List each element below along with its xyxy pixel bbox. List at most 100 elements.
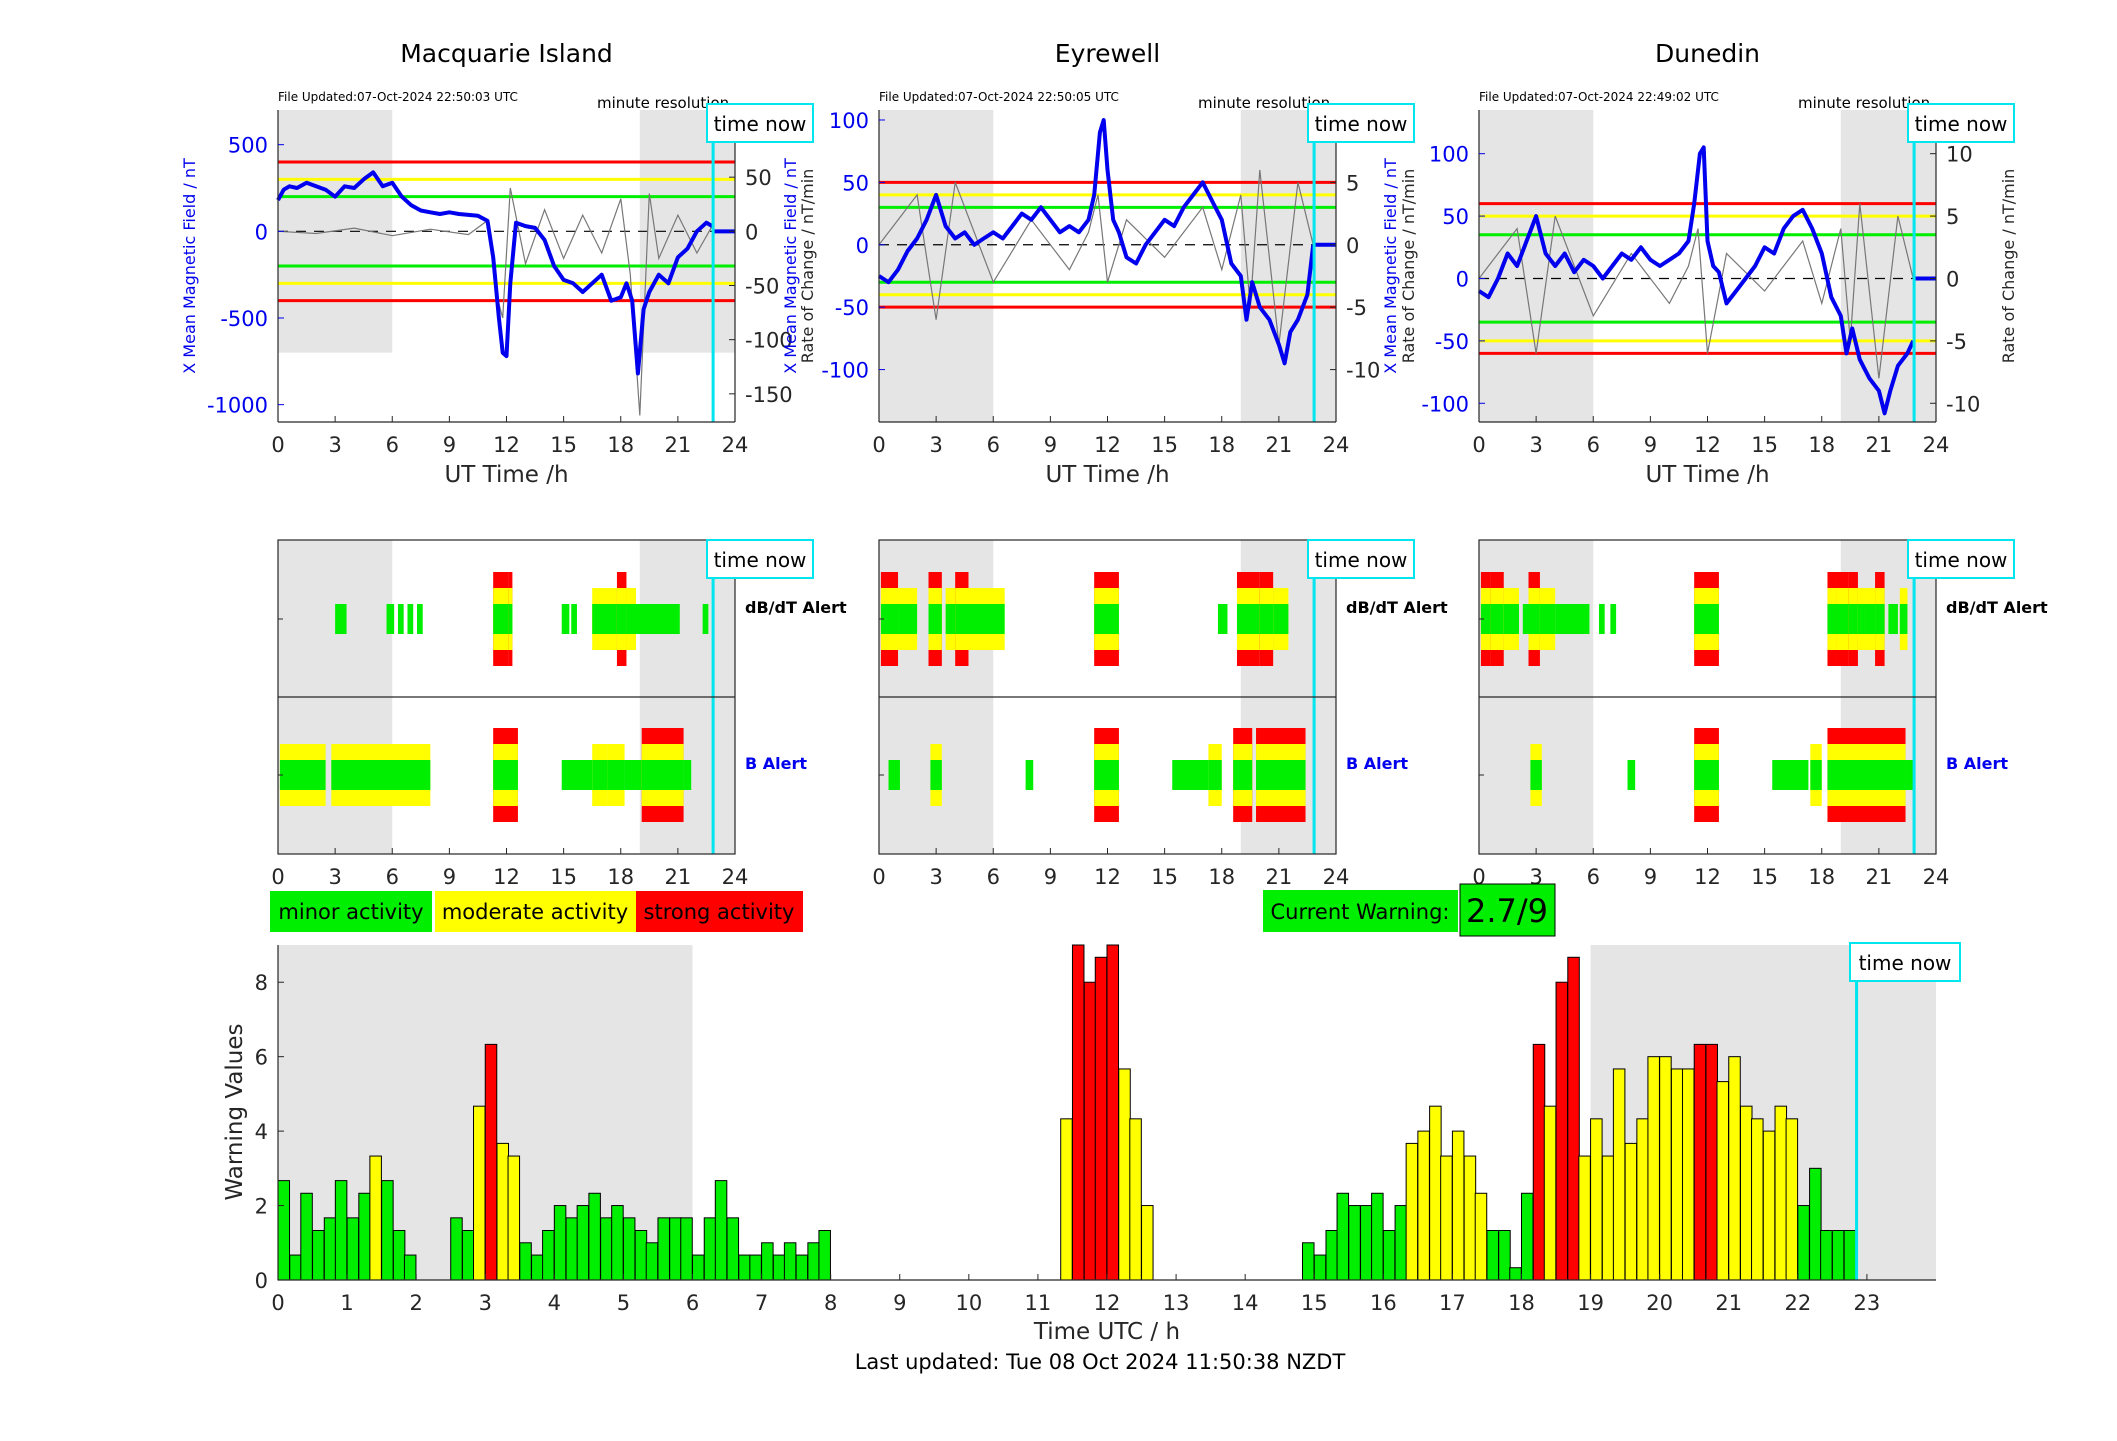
y-left-tick-label: 100: [1429, 143, 1469, 167]
y-right-axis-label: Rate of Change / nT/min: [1399, 169, 1418, 364]
x-tick-label: 6: [1587, 865, 1600, 889]
night-shading: [879, 110, 994, 422]
rate-of-change-line: [277, 187, 713, 416]
warning-bar-moderate: [1463, 1155, 1477, 1281]
warning-bar-moderate: [1543, 1105, 1557, 1281]
warning-bar-minor: [403, 1254, 417, 1281]
warning-bar-minor: [645, 1242, 659, 1281]
b-alert-minor-bar: [888, 760, 900, 790]
warning-bar-minor: [312, 1229, 325, 1281]
warning-bar-minor: [714, 1180, 728, 1281]
x-tick-label: 21: [1266, 433, 1293, 457]
y-left-tick-label: 50: [1442, 205, 1469, 229]
y-right-axis-label: Rate of Change / nT/min: [1999, 169, 2018, 364]
activity-legend: minor activity moderate activity strong ac…: [270, 891, 803, 932]
dbdt-alert-minor-bar: [1480, 604, 1491, 634]
x-tick-label: 15: [1751, 865, 1778, 889]
warning-bar-minor: [588, 1192, 601, 1281]
warning-histogram: 0 1 2 3 4 5 6 7 8 9 10 11 12 13 14 15 16 17 18 19 20 21 22 2302…: [222, 942, 1961, 1345]
warning-bar-strong: [484, 1043, 498, 1281]
warning-bar-moderate: [1728, 1056, 1741, 1281]
dbdt-alert-minor-bar: [1875, 604, 1885, 634]
warning-bar-minor: [346, 1217, 360, 1281]
x-tick-label: 6: [987, 433, 1000, 457]
y-right-tick-label: 5: [1946, 205, 1959, 229]
dbdt-alert-minor-bar: [1490, 604, 1504, 634]
last-updated-text: Last updated: Tue 08 Oct 2024 11:50:38 N…: [855, 1350, 1346, 1374]
warning-bar-minor: [772, 1254, 786, 1281]
time-now-label: time now: [1315, 548, 1408, 572]
magnetic-field-line: [1477, 145, 1916, 416]
dbdt-alert-minor-bar: [945, 604, 956, 634]
dbdt-alert-minor-bar: [1899, 604, 1908, 634]
y-tick-label: 4: [255, 1120, 268, 1144]
y-tick-label: 6: [255, 1046, 268, 1070]
dbdt-alert-minor-bar: [335, 604, 347, 634]
dbdt-alert-minor-bar: [1528, 604, 1540, 634]
dbdt-alert-minor-bar: [1888, 604, 1898, 634]
x-axis-label: UT Time /h: [1045, 462, 1169, 488]
warning-bar-minor: [1521, 1192, 1534, 1281]
warning-bar-strong: [1071, 944, 1085, 1281]
night-shading: [1479, 110, 1594, 422]
warning-bar-moderate: [369, 1155, 382, 1281]
x-tick-label: 3: [479, 1291, 492, 1315]
x-tick-label: 0: [271, 433, 284, 457]
warning-bar-moderate: [1785, 1118, 1799, 1281]
b-alert-label: B Alert: [745, 754, 807, 773]
x-tick-label: 24: [722, 433, 749, 457]
b-alert-minor-bar: [1172, 760, 1209, 790]
x-tick-label: 11: [1025, 1291, 1052, 1315]
warning-bar-minor: [1797, 1205, 1810, 1281]
time-now-label: time now: [714, 112, 807, 136]
x-tick-label: 6: [686, 1291, 699, 1315]
y-right-tick-label: -150: [745, 383, 793, 407]
warning-bar-minor: [703, 1217, 717, 1281]
warning-bar-minor: [531, 1254, 544, 1281]
dbdt-alert-minor-bar: [1555, 604, 1590, 634]
warning-bar-minor: [761, 1242, 774, 1281]
y-left-tick-label: 500: [228, 134, 268, 158]
warning-bar-minor: [795, 1254, 809, 1281]
x-tick-label: 4: [548, 1291, 561, 1315]
warning-bar-strong: [1532, 1043, 1546, 1281]
panel-title: Macquarie Island: [400, 39, 613, 68]
warning-bar-minor: [461, 1229, 475, 1281]
warning-bar-moderate: [1405, 1142, 1419, 1281]
dbdt-alert-minor-bar: [417, 604, 423, 634]
y-right-axis-label: Rate of Change / nT/min: [798, 169, 817, 364]
time-now-box: [1907, 103, 2015, 143]
time-now-box: [1307, 539, 1415, 579]
dbdt-alert-minor-bar: [928, 604, 942, 634]
x-tick-label: 23: [1854, 1291, 1881, 1315]
dbdt-alert-label: dB/dT Alert: [1946, 598, 2048, 617]
x-tick-label: 20: [1646, 1291, 1673, 1315]
b-alert-minor-bar: [641, 760, 684, 790]
dbdt-alert-minor-bar: [1094, 604, 1119, 634]
warning-bar-minor: [1302, 1242, 1315, 1281]
b-alert-minor-bar: [624, 760, 642, 790]
b-alert-minor-bar: [1827, 760, 1847, 790]
warning-bar-moderate: [1670, 1068, 1684, 1281]
strong-legend-swatch: [636, 891, 803, 932]
magnetic-field-line: [276, 170, 714, 376]
warning-bar-minor: [692, 1254, 705, 1281]
warning-bar-moderate: [1590, 1118, 1603, 1281]
x-tick-label: 8: [824, 1291, 837, 1315]
warning-bar-minor: [1382, 1229, 1396, 1281]
y-left-tick-label: -1000: [207, 394, 268, 418]
b-alert-minor-bar: [930, 760, 942, 790]
b-alert-minor-bar: [493, 760, 518, 790]
night-shading: [1840, 110, 1936, 422]
file-updated-text: File Updated:07-Oct-2024 22:50:05 UTC: [879, 90, 1119, 104]
dbdt-alert-minor-bar: [1848, 604, 1858, 634]
b-alert-minor-bar: [1233, 760, 1253, 790]
warning-bar-moderate: [1774, 1105, 1788, 1281]
y-left-axis-label: X Mean Magnetic Field / nT: [1381, 158, 1400, 374]
warning-bar-minor: [1336, 1192, 1350, 1281]
x-tick-label: 12: [493, 433, 520, 457]
time-now-label: time now: [1915, 548, 2008, 572]
warning-bar-moderate: [1681, 1068, 1695, 1281]
dbdt-alert-minor-bar: [968, 604, 1005, 634]
